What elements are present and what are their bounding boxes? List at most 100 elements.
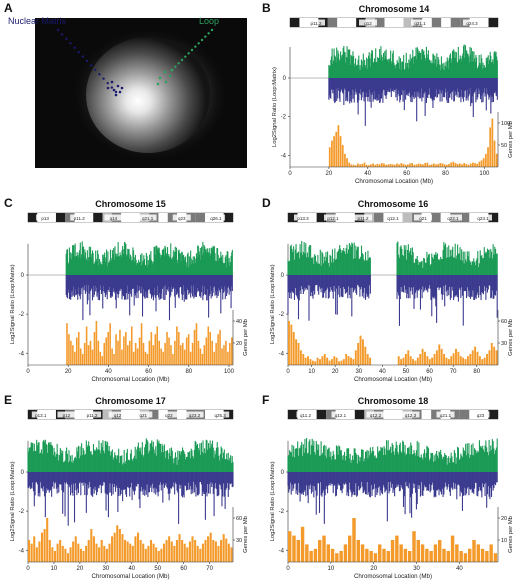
ideogram-band <box>55 213 66 222</box>
x-tick-label: 100 <box>479 171 490 177</box>
gene-density-bar <box>189 351 192 365</box>
gene-density-bar <box>164 343 166 365</box>
gene-density-bar <box>136 532 140 562</box>
ideogram-band-label: p13.1 <box>35 413 47 418</box>
loop-pointer-dot <box>184 55 187 58</box>
gene-density-bar <box>157 551 160 562</box>
ideogram-label-bg <box>57 411 76 418</box>
gene-density-bar <box>455 348 457 365</box>
gene-density-bar <box>356 540 360 562</box>
gene-density-bar <box>459 551 463 562</box>
gene-density-bar <box>346 158 348 167</box>
gene-density-bar <box>191 343 194 365</box>
ideogram-band <box>93 213 103 222</box>
gene-density-bar <box>339 551 343 562</box>
gene-density-bar <box>215 343 217 365</box>
x-tick-label: 50 <box>403 369 410 375</box>
chromosome-17-chart: Chromosome 17 p13.1 p12 p11.2 q12 q21 q22 q23.2… <box>10 396 249 580</box>
x-tick-label: 80 <box>473 369 480 375</box>
gene-density-bar <box>463 163 466 167</box>
left-tick-label: 0 <box>281 273 285 279</box>
loop-cluster-dot <box>168 74 172 78</box>
gene-density-bar <box>70 340 72 365</box>
gene-density-bar <box>107 332 109 365</box>
ideogram-band <box>337 18 347 27</box>
right-axis-label: Genes per Mb <box>243 319 249 356</box>
gene-density-bar <box>195 323 198 365</box>
loop-cluster-dot <box>164 80 168 84</box>
gene-density-bar <box>77 332 80 365</box>
loop-pointer-dot <box>204 35 207 38</box>
gene-density-bar <box>495 350 498 365</box>
gene-density-bar <box>225 538 228 562</box>
gene-density-bar <box>412 531 416 562</box>
gene-density-bar <box>471 350 474 365</box>
gene-density-bar <box>471 162 474 167</box>
gene-density-bar <box>380 163 383 167</box>
x-tick-label: 0 <box>26 566 30 572</box>
ideogram-band-label: q23 <box>477 413 485 418</box>
panel-d: D Chromosome 16 p13.3 p12.1 p11.2 q12.1 q21 q2… <box>260 195 520 387</box>
ideogram-band-label: q14 <box>110 216 118 221</box>
x-tick-label: 20 <box>370 566 377 572</box>
chart-title: Chromosome 14 <box>359 4 430 14</box>
right-axis: 30 60 Genes per Mb <box>232 507 249 562</box>
gene-density-bar <box>296 540 300 562</box>
gene-density-bar <box>95 321 98 365</box>
gene-density-bar <box>450 162 453 167</box>
gene-density-bar <box>443 354 446 365</box>
gene-density-bar <box>144 351 147 365</box>
x-tick-label: 40 <box>379 369 386 375</box>
gene-density-bar <box>212 540 215 562</box>
gene-density-bar <box>476 544 480 562</box>
gene-density-bar <box>364 346 367 365</box>
loop-pointer-dot <box>197 42 200 45</box>
ideogram-band <box>431 213 441 222</box>
ideogram-band-label: q11.2 <box>300 413 311 418</box>
gene-density-bar <box>176 326 178 365</box>
gene-density-bar <box>435 164 437 167</box>
gene-density-bar <box>183 543 186 562</box>
gene-density-bar <box>90 529 93 562</box>
gene-density-bar <box>430 164 433 167</box>
ideogram-label-bg <box>359 19 377 26</box>
left-tick-label: -2 <box>279 509 285 515</box>
left-axis: 0 -2 -4 Log2Signal Ratio (Loop:Matrix) <box>270 243 289 365</box>
gene-density-bar <box>387 164 390 167</box>
left-tick-label: -4 <box>279 351 285 357</box>
gene-density-bar <box>476 351 479 365</box>
gene-density-bar <box>142 343 145 365</box>
gene-density-bar <box>61 545 64 562</box>
gene-density-bar <box>480 160 483 167</box>
gene-density-bar <box>365 548 369 562</box>
chromosome-ideogram: q11.2 q12.1 q12.2 q12.3 q21.1 q23 <box>287 409 499 420</box>
gene-density-bar <box>99 351 102 365</box>
x-tick-label: 40 <box>364 171 371 177</box>
gene-density-bar <box>328 147 331 167</box>
left-axis-label: Log2Signal Ratio (Loop:Matrix) <box>10 461 16 541</box>
ideogram-label-bg <box>185 411 204 418</box>
gene-density-bar <box>85 545 88 562</box>
gene-density-bar <box>389 163 392 167</box>
ideogram-band-label: q21.1 <box>414 21 426 26</box>
chromosome-ideogram: p13.1 p12 p11.2 q12 q21 q22 q23.2 q25.3 <box>27 409 234 420</box>
x-tick-label: 80 <box>185 369 192 375</box>
gene-density-bar <box>429 551 433 562</box>
ideogram-label-bg <box>294 214 312 221</box>
gene-density-bar <box>160 548 163 562</box>
gene-density-bar <box>185 337 188 365</box>
ideogram-band <box>28 213 38 222</box>
gene-density-bar <box>417 163 420 167</box>
gene-density-bar <box>28 540 31 562</box>
gene-density-bar <box>382 548 386 562</box>
x-tick-label: 20 <box>332 369 339 375</box>
gene-density-bar <box>478 356 481 365</box>
matrix-cluster-dot <box>112 88 116 92</box>
ideogram-band-label: p11.2 <box>74 216 85 221</box>
gene-density-bar <box>447 359 450 365</box>
gene-density-bar <box>75 337 78 365</box>
gene-density-bar <box>370 164 372 167</box>
gene-density-bar <box>66 553 69 562</box>
gene-density-bar <box>46 518 49 562</box>
gene-density-bar <box>393 164 396 167</box>
